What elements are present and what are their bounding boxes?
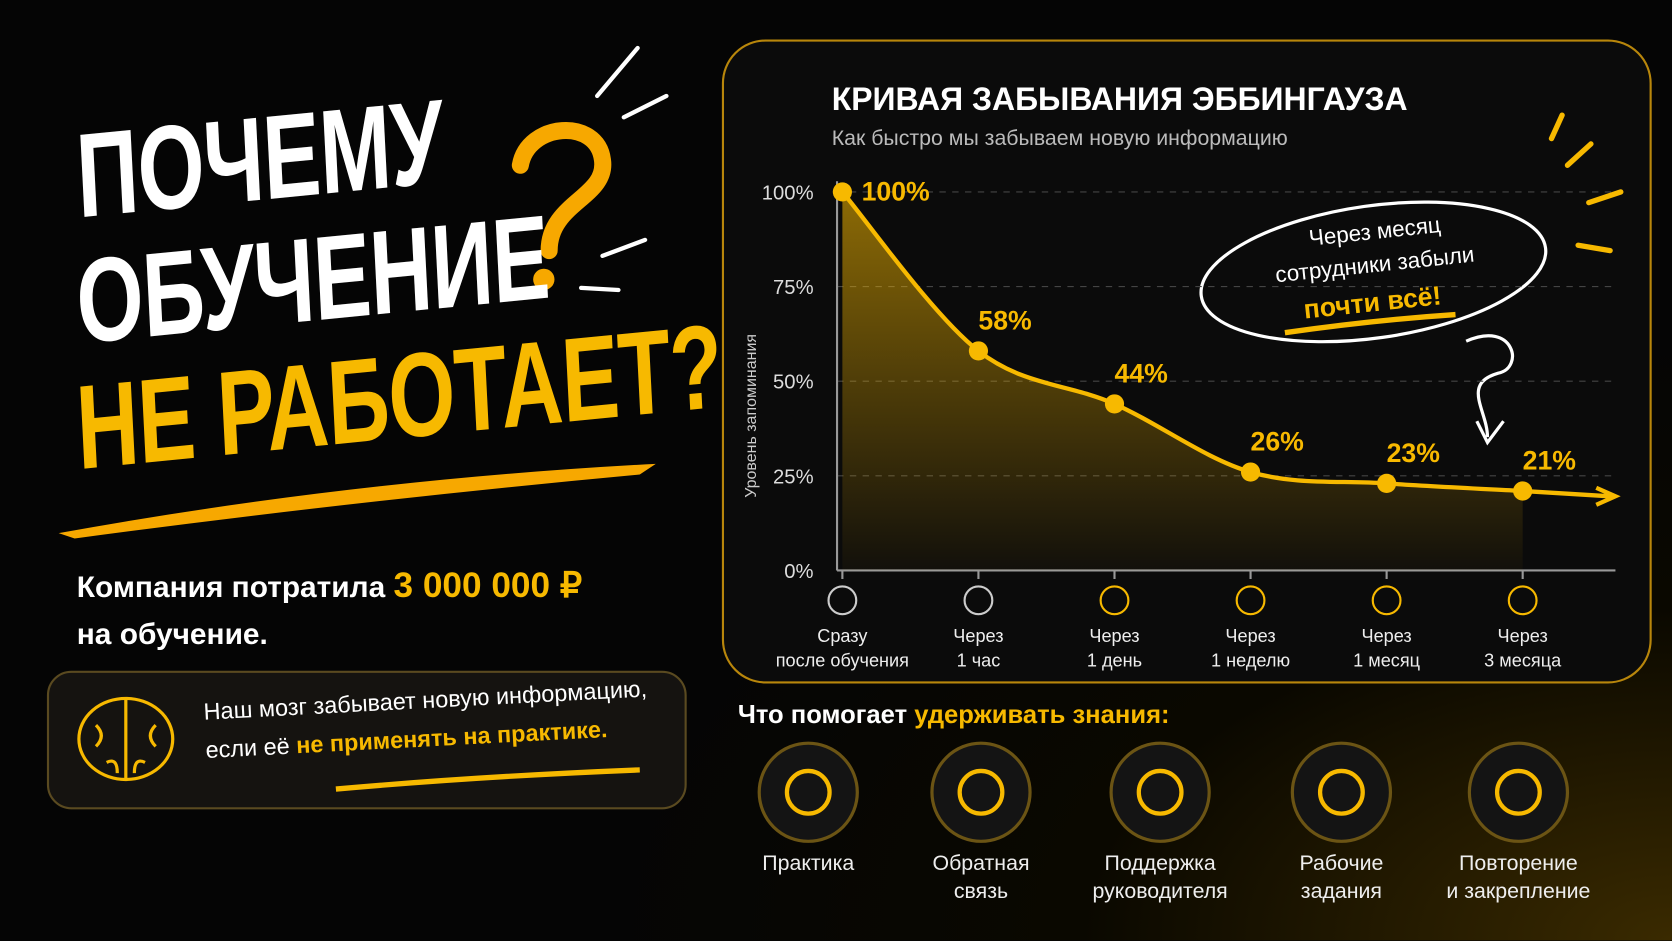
- question-dot: [533, 268, 555, 291]
- helper-icon: [1109, 741, 1211, 843]
- point: [832, 182, 852, 202]
- point: [1513, 481, 1533, 501]
- helper-label: Обратная связь: [932, 851, 1030, 904]
- value-label: 44%: [1114, 359, 1167, 389]
- x-tick-label: Через 3 месяца: [1484, 625, 1562, 671]
- highlight-stroke: [335, 767, 640, 792]
- value-label: 100%: [862, 176, 930, 206]
- helper-label: Практика: [762, 851, 855, 876]
- helper-icon: [757, 741, 859, 843]
- helpers-title: Что помогает удерживать знания:: [738, 701, 1170, 731]
- callout-arrow: [1465, 334, 1514, 446]
- value-label: 21%: [1523, 446, 1576, 476]
- burst: [579, 45, 669, 293]
- point: [1240, 462, 1261, 482]
- helper-label: Повторение и закрепление: [1446, 851, 1591, 904]
- x-icon: [827, 585, 858, 616]
- callout-ellipse: [1199, 200, 1548, 344]
- spend-text: Компания потратила: [76, 570, 386, 604]
- helper-icon: [1467, 741, 1570, 843]
- y-tick-label: 100%: [762, 182, 814, 204]
- y-tick-label: 75%: [773, 277, 814, 299]
- x-icon: [1099, 585, 1130, 616]
- helper-glyph: [1317, 768, 1365, 816]
- y-tick-label: 0%: [784, 561, 813, 583]
- area: [842, 191, 1523, 571]
- point: [968, 341, 989, 361]
- helper-glyph: [1136, 768, 1184, 816]
- underline: [58, 463, 656, 539]
- x-tick-label: Через 1 неделю: [1211, 625, 1291, 671]
- chart-title: КРИВАЯ ЗАБЫВАНИЯ ЭББИНГАУЗА: [832, 81, 1408, 117]
- helpers-title-text: Что помогает: [737, 700, 908, 730]
- x-icon: [1507, 585, 1538, 616]
- helper-label: Поддержка руководителя: [1092, 851, 1228, 904]
- helper-glyph: [957, 768, 1005, 816]
- helper-icon: [1290, 741, 1393, 843]
- chart-subtitle: Как быстро мы забываем новую информацию: [832, 126, 1288, 150]
- spend-text: на обучение.: [76, 617, 268, 651]
- callout-burst: [1548, 112, 1624, 254]
- value-label: 58%: [978, 306, 1031, 336]
- spend-amount: 3 000 000 ₽: [393, 565, 583, 605]
- y-axis-label: Уровень запоминания: [743, 334, 760, 498]
- helper-icon: [930, 741, 1032, 843]
- arrow: [1522, 485, 1621, 507]
- spend: Компания потратила 3 000 000 ₽ на обучен…: [77, 562, 582, 658]
- x-icon: [1371, 585, 1402, 616]
- value-label: 23%: [1387, 438, 1440, 468]
- point: [1377, 473, 1397, 494]
- brain-icon: [77, 696, 175, 782]
- x-icon: [963, 585, 994, 616]
- value-label: 26%: [1251, 427, 1304, 457]
- helper-glyph: [784, 768, 832, 816]
- x-tick-label: Через 1 день: [1086, 625, 1143, 671]
- point: [1104, 394, 1125, 414]
- callout-underline: [1284, 311, 1456, 336]
- x-tick-label: Через 1 месяц: [1353, 625, 1421, 671]
- helper-glyph: [1494, 768, 1542, 816]
- x-tick-label: Сразу после обучения: [775, 625, 910, 671]
- helper-label: Рабочие задания: [1299, 851, 1384, 904]
- y-tick-label: 25%: [773, 466, 814, 488]
- helpers-title-highlight: удерживать знания:: [914, 700, 1170, 730]
- y-tick-label: 50%: [773, 372, 814, 394]
- x-icon: [1235, 585, 1266, 616]
- question-mark: [511, 121, 612, 260]
- x-tick-label: Через 1 час: [953, 625, 1004, 671]
